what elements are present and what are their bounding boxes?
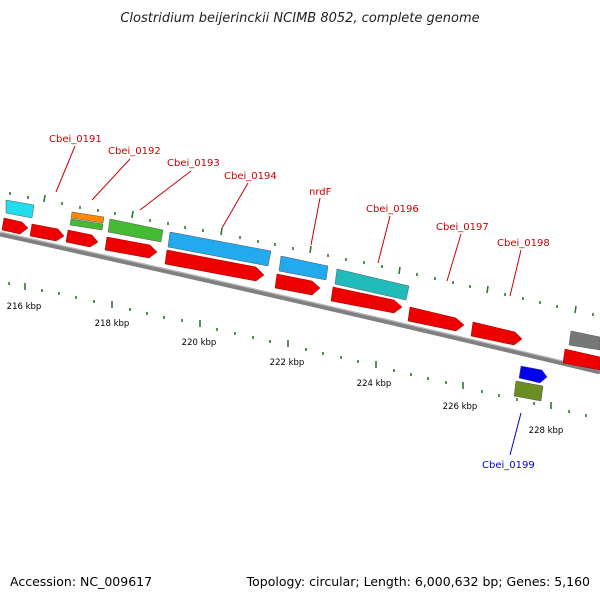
gene-label-cbei-0192: Cbei_0192 <box>108 146 161 157</box>
gene-label-cbei-0196: Cbei_0196 <box>366 204 419 215</box>
kbp-label-216: 216 kbp <box>7 302 42 312</box>
cds-arrow-0192 <box>65 229 99 248</box>
feature-skyblue-0194 <box>167 231 272 267</box>
cds-arrow-0190 <box>1 217 29 235</box>
outer-ticks <box>9 192 594 316</box>
gene-label-cbei-0191: Cbei_0191 <box>49 134 102 145</box>
kbp-label-222: 222 kbp <box>270 358 305 368</box>
genome-backbone-highlight <box>0 231 600 371</box>
feature-boxes <box>5 199 600 402</box>
leader-lines-red <box>55 145 522 297</box>
feature-green-0192 <box>69 218 104 231</box>
gene-label-cbei-0198: Cbei_0198 <box>497 238 550 249</box>
cds-arrows <box>1 217 600 371</box>
cds-arrow-0193 <box>104 236 158 259</box>
genome-backbone <box>0 231 600 375</box>
kbp-label-224: 224 kbp <box>357 379 392 389</box>
feature-teal-0196 <box>334 268 410 301</box>
feature-blue-0199 <box>518 365 548 384</box>
cds-arrow-0194 <box>164 249 265 282</box>
gene-label-cbei-0194: Cbei_0194 <box>224 171 277 182</box>
feature-cyan-0190 <box>5 199 35 219</box>
topology-text: Topology: circular; Length: 6,000,632 bp… <box>246 574 590 589</box>
cds-arrow-0199 <box>562 348 600 371</box>
feature-gray-0199 <box>568 330 600 351</box>
gene-label-cbei-0199: Cbei_0199 <box>482 460 535 471</box>
feature-olive-0199 <box>513 380 544 402</box>
kbp-label-220: 220 kbp <box>182 338 217 348</box>
feature-skyblue-nrdf <box>278 255 329 281</box>
gene-label-cbei-0193: Cbei_0193 <box>167 158 220 169</box>
cds-arrow-nrdf <box>274 273 321 296</box>
kbp-label-228: 228 kbp <box>529 426 564 436</box>
gene-label-nrdf: nrdF <box>309 187 332 198</box>
feature-orange-0192 <box>70 211 105 224</box>
kbp-label-218: 218 kbp <box>95 319 130 329</box>
cds-arrow-0196 <box>330 286 403 314</box>
cds-arrow-0198 <box>470 321 523 346</box>
cds-arrow-0197 <box>407 306 465 332</box>
gene-label-cbei-0197: Cbei_0197 <box>436 222 489 233</box>
leader-line-blue <box>509 412 522 456</box>
feature-green-0193 <box>107 218 164 243</box>
kbp-label-226: 226 kbp <box>443 402 478 412</box>
inner-ticks <box>8 282 587 417</box>
cds-arrow-0191 <box>29 223 65 242</box>
map-title: Clostridium beijerinckii NCIMB 8052, com… <box>120 11 479 26</box>
accession-text: Accession: NC_009617 <box>10 574 152 589</box>
